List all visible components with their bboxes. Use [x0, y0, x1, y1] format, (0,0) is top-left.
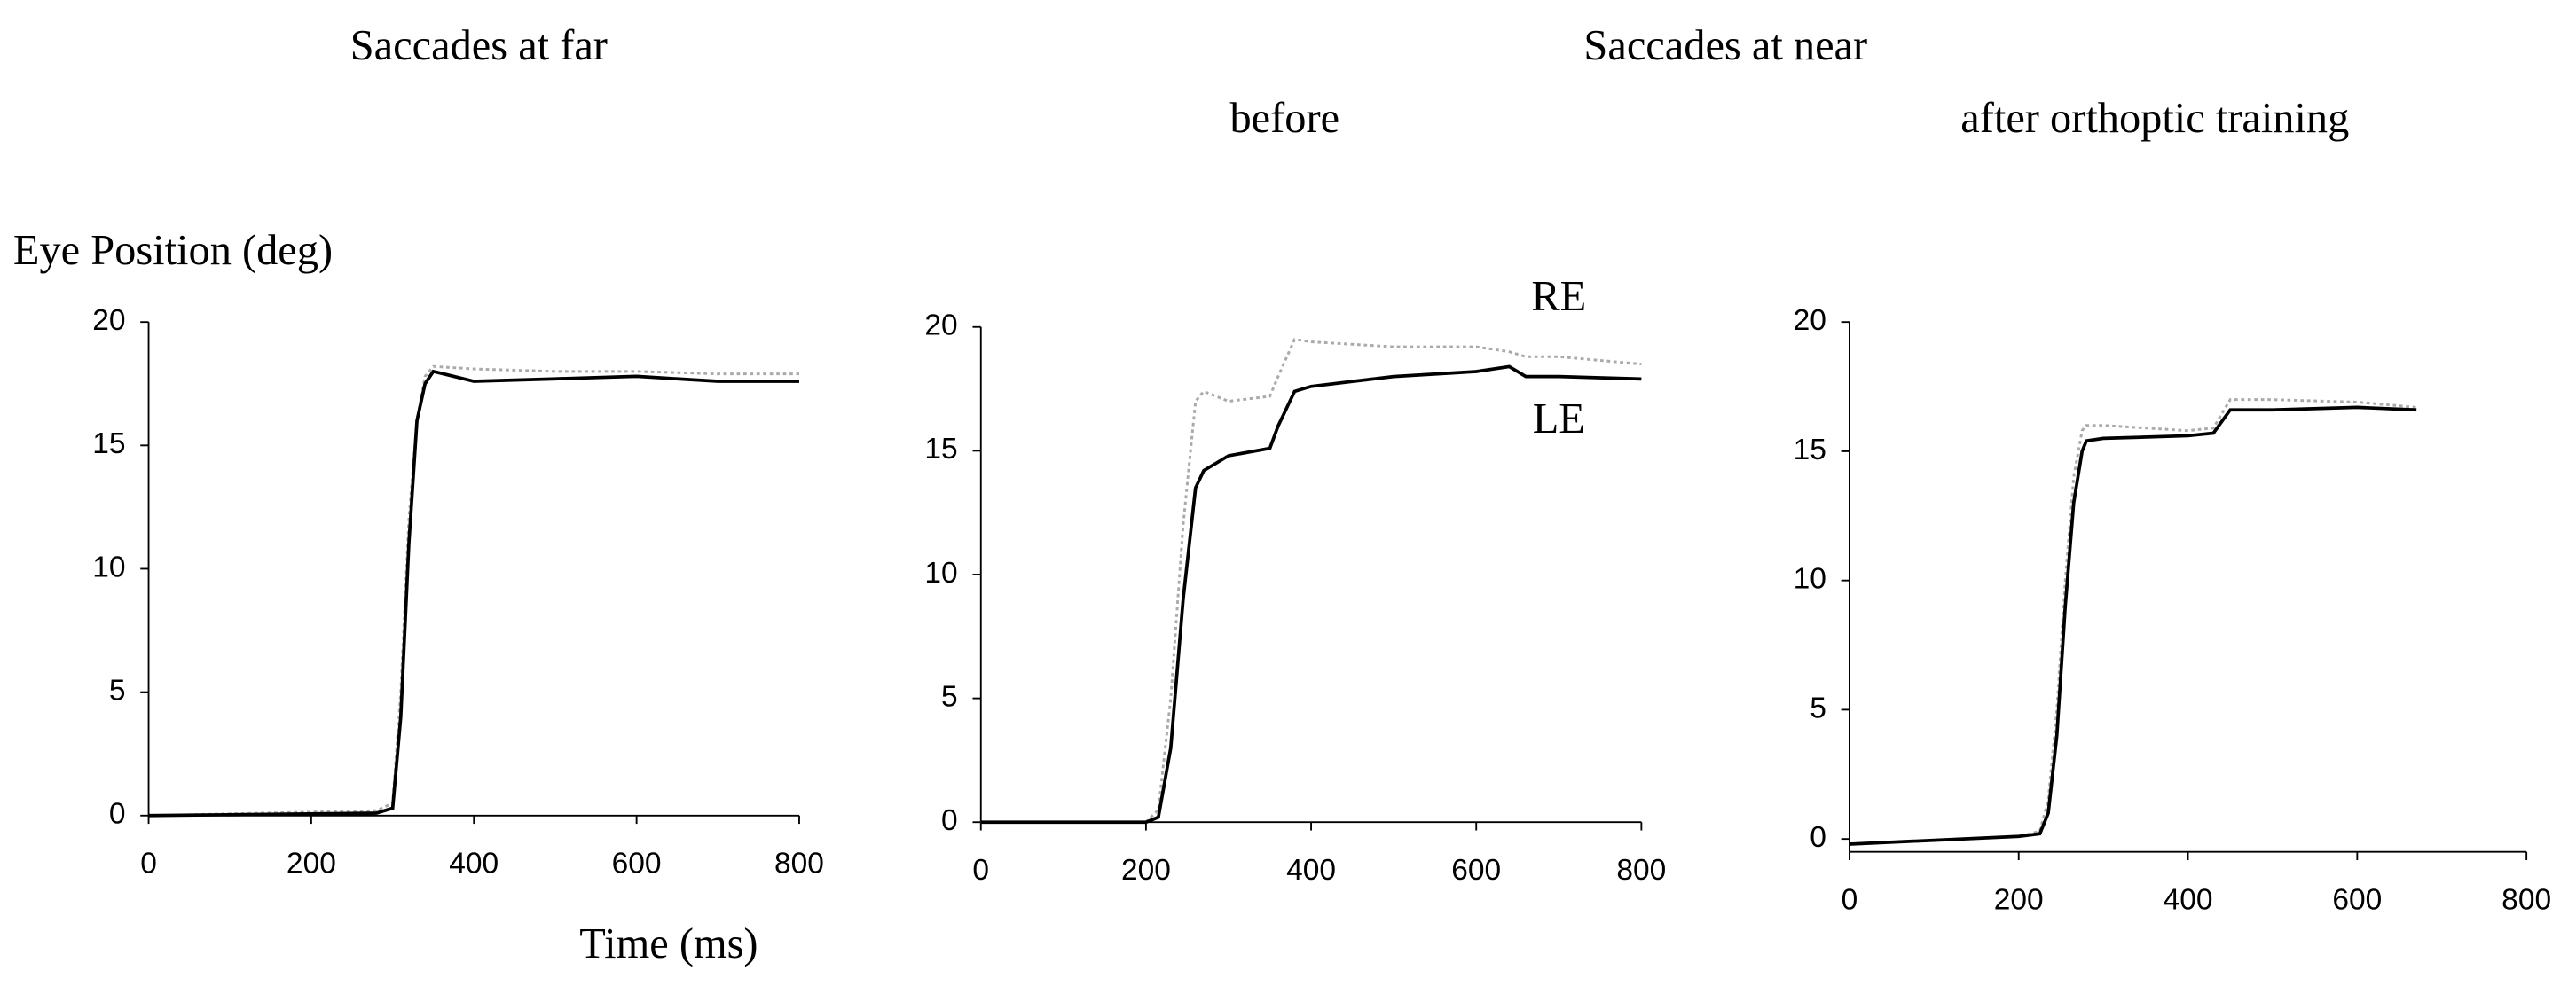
- x-tick-label: 600: [2332, 883, 2382, 916]
- y-tick-label: 5: [109, 674, 126, 707]
- x-tick-label: 0: [972, 854, 989, 887]
- chart-subtitle: before: [1229, 95, 1339, 142]
- x-tick-label: 200: [287, 847, 336, 880]
- x-tick-label: 0: [140, 847, 157, 880]
- data-line: [1849, 405, 2417, 846]
- x-tick-label: 600: [612, 847, 662, 880]
- x-tick-label: 600: [1451, 854, 1501, 887]
- data-line: [148, 369, 799, 818]
- series-label: RE: [1531, 273, 1586, 320]
- y-tick-label: 10: [1794, 563, 1826, 596]
- y-axis-label: Eye Position (deg): [13, 227, 333, 274]
- y-tick-label: 10: [92, 551, 125, 583]
- y-tick-label: 5: [941, 680, 958, 713]
- x-tick-label: 0: [1842, 883, 1858, 916]
- x-tick-label: 800: [774, 847, 824, 880]
- chart-subtitle: after orthoptic training: [1960, 95, 2349, 142]
- y-tick-label: 15: [1794, 434, 1826, 466]
- x-tick-label: 400: [2164, 883, 2213, 916]
- y-tick-label: 15: [924, 433, 957, 466]
- y-tick-label: 5: [1810, 692, 1826, 724]
- x-tick-label: 200: [1121, 854, 1171, 887]
- x-tick-label: 800: [1616, 854, 1666, 887]
- y-tick-label: 20: [1794, 304, 1826, 337]
- y-tick-label: 10: [924, 557, 957, 590]
- y-tick-label: 0: [1810, 821, 1826, 854]
- x-tick-label: 400: [1286, 854, 1336, 887]
- data-line: [1849, 398, 2417, 846]
- y-tick-label: 0: [941, 804, 958, 837]
- group-heading: Saccades at near: [1583, 22, 1867, 69]
- y-tick-label: 20: [92, 304, 125, 337]
- x-tick-label: 200: [1994, 883, 2044, 916]
- data-line: [980, 364, 1642, 825]
- x-tick-label: 800: [2501, 883, 2551, 916]
- y-tick-label: 0: [109, 798, 126, 831]
- x-axis-label: Time (ms): [579, 920, 758, 967]
- y-tick-label: 20: [924, 309, 957, 342]
- x-tick-label: 400: [449, 847, 499, 880]
- chart-title: Saccades at far: [350, 22, 608, 69]
- y-tick-label: 15: [92, 427, 125, 460]
- data-line: [148, 364, 799, 818]
- series-label: LE: [1533, 395, 1585, 442]
